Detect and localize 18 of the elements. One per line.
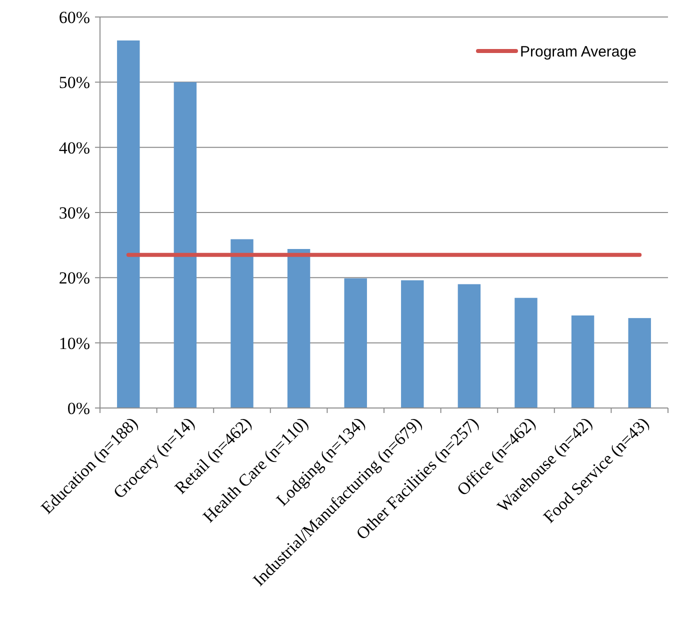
y-tick-label: 10% [58,334,90,353]
bar [514,298,538,408]
y-tick-label: 40% [58,138,90,158]
y-tick-label: 60% [58,8,90,27]
bar [344,278,367,408]
bar [117,40,140,408]
legend-label: Program Average [520,43,636,60]
y-tick-label: 50% [58,73,90,92]
bar [401,280,424,408]
y-tick-label: 30% [58,203,90,222]
bar [230,239,254,408]
bar [287,248,310,408]
bar [458,284,481,408]
bar [174,82,197,408]
bar [571,315,594,408]
y-tick-label: 20% [58,268,90,288]
y-tick-label: 0% [67,398,90,418]
bar [628,318,651,408]
